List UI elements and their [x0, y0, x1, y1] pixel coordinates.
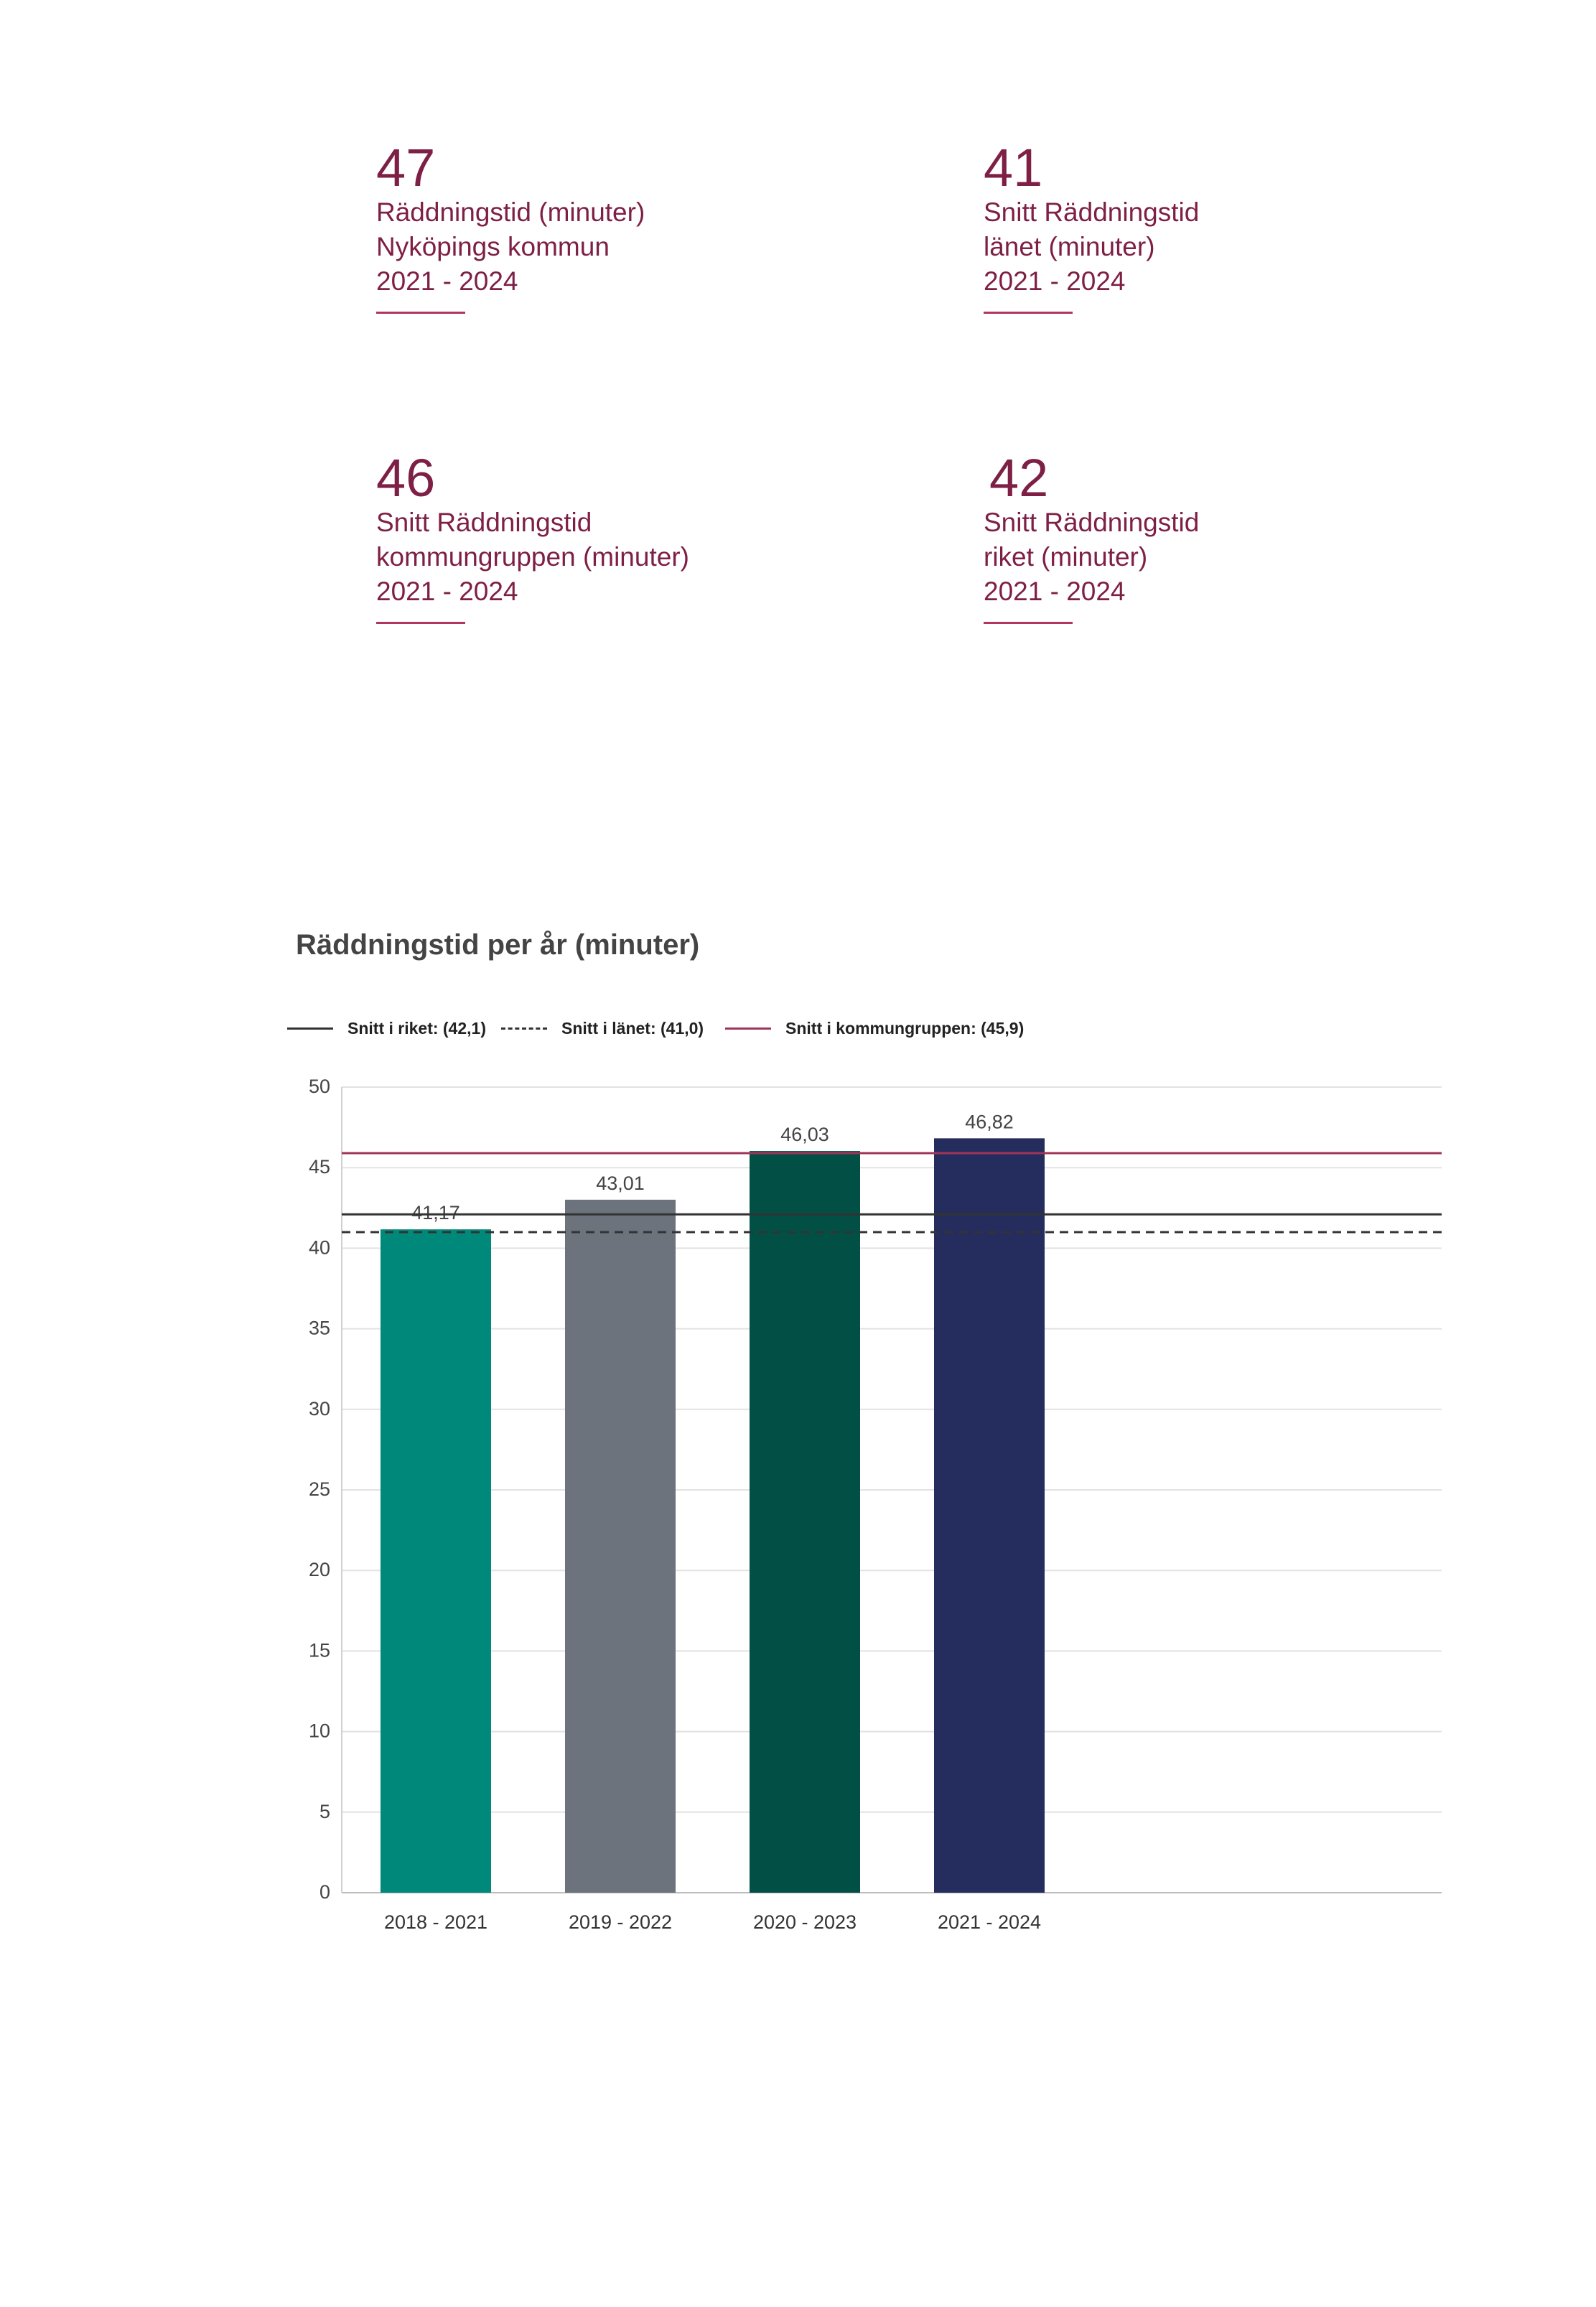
bar-value-label: 46,82: [965, 1111, 1014, 1132]
kpi-value: 42: [989, 448, 1049, 508]
x-category-label: 2020 - 2023: [753, 1911, 857, 1933]
legend-swatch-dashed: [501, 1027, 547, 1030]
kpi-label-line: länet (minuter): [984, 232, 1155, 261]
y-tick-label: 15: [309, 1639, 330, 1661]
legend-swatch-solid: [287, 1027, 333, 1030]
kpi-label-line: Snitt Räddningstid: [376, 508, 592, 537]
kpi-value: 41: [984, 138, 1043, 197]
kpi-underline: [376, 312, 465, 314]
legend-label: Snitt i riket: (42,1): [347, 1018, 486, 1038]
y-tick-label: 10: [309, 1720, 330, 1742]
bar-value-label: 41,17: [411, 1202, 460, 1224]
kpi-underline: [984, 622, 1073, 624]
kpi-snitt-kommungruppen: 46 Snitt Räddningstid kommungruppen (min…: [376, 451, 689, 624]
legend-swatch-red: [725, 1027, 771, 1030]
y-tick-label: 40: [309, 1236, 330, 1258]
kpi-snitt-lanet: 41 Snitt Räddningstid länet (minuter) 20…: [984, 141, 1199, 314]
chart-legend: Snitt i riket: (42,1) Snitt i länet: (41…: [287, 1014, 1149, 1043]
x-category-label: 2019 - 2022: [569, 1911, 672, 1933]
bar: [565, 1199, 676, 1893]
kpi-label-line: 2021 - 2024: [984, 577, 1126, 606]
bar-value-label: 43,01: [596, 1173, 645, 1194]
y-tick-label: 50: [309, 1076, 330, 1097]
kpi-underline: [984, 312, 1073, 314]
legend-item-riket: Snitt i riket: (42,1): [287, 1014, 486, 1043]
y-tick-label: 5: [319, 1801, 330, 1822]
y-tick-label: 30: [309, 1398, 330, 1420]
kpi-label-line: riket (minuter): [984, 542, 1148, 572]
chart-title: Räddningstid per år (minuter): [296, 929, 700, 961]
bar: [934, 1138, 1045, 1893]
y-tick-label: 45: [309, 1156, 330, 1178]
bar: [750, 1151, 860, 1893]
y-tick-label: 0: [319, 1881, 330, 1903]
kpi-raddningstid-kommun: 47 Räddningstid (minuter) Nyköpings komm…: [376, 141, 645, 314]
kpi-label-line: Snitt Räddningstid: [984, 508, 1200, 537]
y-tick-label: 20: [309, 1559, 330, 1580]
legend-item-kommungruppen: Snitt i kommungruppen: (45,9): [725, 1014, 1024, 1043]
legend-item-lanet: Snitt i länet: (41,0): [501, 1014, 704, 1043]
x-category-label: 2021 - 2024: [938, 1911, 1041, 1933]
kpi-label-line: 2021 - 2024: [984, 266, 1126, 296]
kpi-label-line: Nyköpings kommun: [376, 232, 610, 261]
kpi-label-line: kommungruppen (minuter): [376, 542, 689, 572]
kpi-underline: [376, 622, 465, 624]
legend-label: Snitt i länet: (41,0): [561, 1018, 704, 1038]
bar-value-label: 46,03: [780, 1124, 829, 1145]
legend-label: Snitt i kommungruppen: (45,9): [785, 1018, 1025, 1038]
x-category-label: 2018 - 2021: [384, 1911, 487, 1933]
kpi-label-line: Räddningstid (minuter): [376, 197, 645, 227]
bar: [381, 1229, 491, 1893]
y-tick-label: 35: [309, 1318, 330, 1339]
kpi-value: 47: [376, 138, 436, 197]
kpi-value: 46: [376, 448, 436, 508]
kpi-label-line: Snitt Räddningstid: [984, 197, 1200, 227]
y-tick-label: 25: [309, 1478, 330, 1500]
kpi-label-line: 2021 - 2024: [376, 577, 518, 606]
kpi-snitt-riket: 42 Snitt Räddningstid riket (minuter) 20…: [984, 451, 1199, 624]
kpi-label-line: 2021 - 2024: [376, 266, 518, 296]
